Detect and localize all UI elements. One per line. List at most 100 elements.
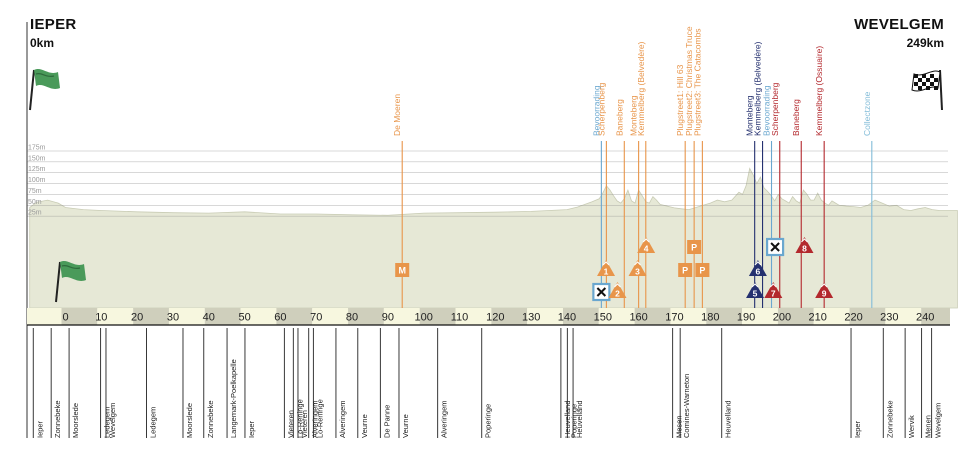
x-tick-label: 120 [486, 312, 504, 324]
marker-box [395, 263, 410, 277]
place-label: Moorslede [185, 403, 194, 438]
place-label: Poperinge [484, 404, 493, 438]
place-label: Wervik [907, 415, 916, 438]
elevation-profile [29, 167, 958, 309]
annotation-label: Scherpenberg [770, 82, 780, 136]
x-tick-label: 30 [167, 312, 179, 324]
strip-segment [240, 308, 277, 325]
y-tick-label: 75m [28, 188, 42, 195]
strip-segment [312, 308, 349, 325]
x-tick-label: 180 [701, 312, 719, 324]
annotation-label: Collectzone [862, 91, 872, 136]
y-tick-label: 100m [28, 177, 46, 184]
annotation-label: Bevoorrading [591, 85, 601, 136]
strip-segment [527, 308, 563, 325]
finish-city-label: WEVELGEM [854, 16, 944, 33]
place-label: Ieper [247, 420, 256, 438]
x-tick-label: 130 [522, 312, 540, 324]
climb-number: 8 [802, 244, 807, 254]
x-tick-label: 160 [629, 312, 647, 324]
place-label: Veurne [401, 414, 410, 438]
x-tick-label: 190 [737, 312, 755, 324]
x-tick-label: 20 [131, 312, 143, 324]
place-label: Menen [924, 415, 933, 438]
annotation-label: Bevoorrading [762, 85, 772, 136]
place-label: Lo-Reninge [295, 399, 304, 438]
flag-fold [61, 264, 81, 270]
place-label: Wevelgem [108, 403, 117, 438]
y-tick-label: 125m [28, 166, 46, 173]
climb-marker [764, 282, 783, 298]
x-tick-label: 0 [62, 312, 68, 324]
place-label: Ledegem [148, 407, 157, 438]
checker-square [926, 78, 930, 82]
annotation-label: Scherpenberg [596, 82, 606, 136]
flag-cloth [34, 69, 60, 89]
place-label: Ieper [35, 420, 44, 438]
y-tick-label: 175m [28, 145, 46, 152]
place-label: Poperinge [569, 404, 578, 438]
x-tick-label: 150 [594, 312, 612, 324]
x-tick-label: 40 [203, 312, 215, 324]
annotation-label: Plugstreet3: The Catacombs [692, 28, 702, 136]
flag-pole [939, 69, 943, 111]
y-tick-label: 50m [28, 199, 42, 206]
place-label: Mesen [675, 415, 684, 438]
mountain-peak-icon [769, 283, 777, 288]
annotation-label: Baneberg [614, 99, 624, 136]
place-label: Zonnebeke [53, 400, 62, 438]
strip-segment [168, 308, 205, 325]
checker-square [926, 86, 930, 90]
climb-marker [637, 237, 656, 253]
x-tick-label: 70 [310, 312, 322, 324]
finish-flag-icon [911, 69, 943, 111]
strip-segment [813, 308, 850, 325]
place-label: Heuvelland [575, 400, 584, 438]
annotation-label: Baneberg [791, 99, 801, 136]
flag-fold [35, 72, 55, 78]
x-tick-label: 220 [844, 312, 862, 324]
place-label: Comines-Warneton [682, 374, 691, 438]
place-label: Zonnebeke [885, 400, 894, 438]
annotation-label: Monteberg [745, 95, 755, 136]
strip-segment [849, 308, 886, 325]
start-flag-icon [29, 69, 60, 111]
strip-segment [61, 308, 98, 325]
place-label: Ieper [853, 420, 862, 438]
place-label: Alveringem [338, 400, 347, 438]
start-line-flag-icon [55, 261, 86, 303]
climb-marker [748, 260, 767, 276]
mountain-peak-icon [614, 283, 621, 288]
annotation-label: De Moeren [392, 94, 402, 136]
x-tick-label: 100 [415, 312, 433, 324]
flag-pole [29, 69, 35, 111]
annotation-label: Kemmelberg (Belvedère) [753, 41, 763, 136]
climb-marker [795, 237, 814, 253]
checker-square [934, 78, 938, 82]
cutlery-icon [770, 242, 780, 252]
x-tick-label: 200 [773, 312, 791, 324]
flag-pole [55, 261, 61, 303]
start-city-label: IEPER [30, 16, 77, 33]
strip-segment [276, 308, 313, 325]
place-label: Veurne [360, 414, 369, 438]
x-tick-label: 210 [809, 312, 827, 324]
place-label: Alveringem [311, 400, 320, 438]
x-tick-label: 90 [382, 312, 394, 324]
mountain-peak-icon [634, 261, 641, 266]
marker-symbol: P [691, 243, 697, 253]
y-tick-label: 25m [28, 210, 42, 217]
x-tick-label: 10 [95, 312, 107, 324]
climb-number: 1 [604, 267, 609, 277]
place-label: Langemark-Poelkapelle [229, 359, 238, 438]
strip-segment [706, 308, 743, 325]
mountain-peak-icon [602, 261, 610, 266]
y-tick-label: 150m [28, 155, 46, 162]
place-label: Zonnebeke [206, 400, 215, 438]
strip-segment [921, 308, 950, 325]
climb-marker [628, 260, 647, 276]
marker-box [687, 240, 702, 254]
place-label: Moorslede [71, 403, 80, 438]
start-distance-label: 0km [30, 36, 55, 50]
